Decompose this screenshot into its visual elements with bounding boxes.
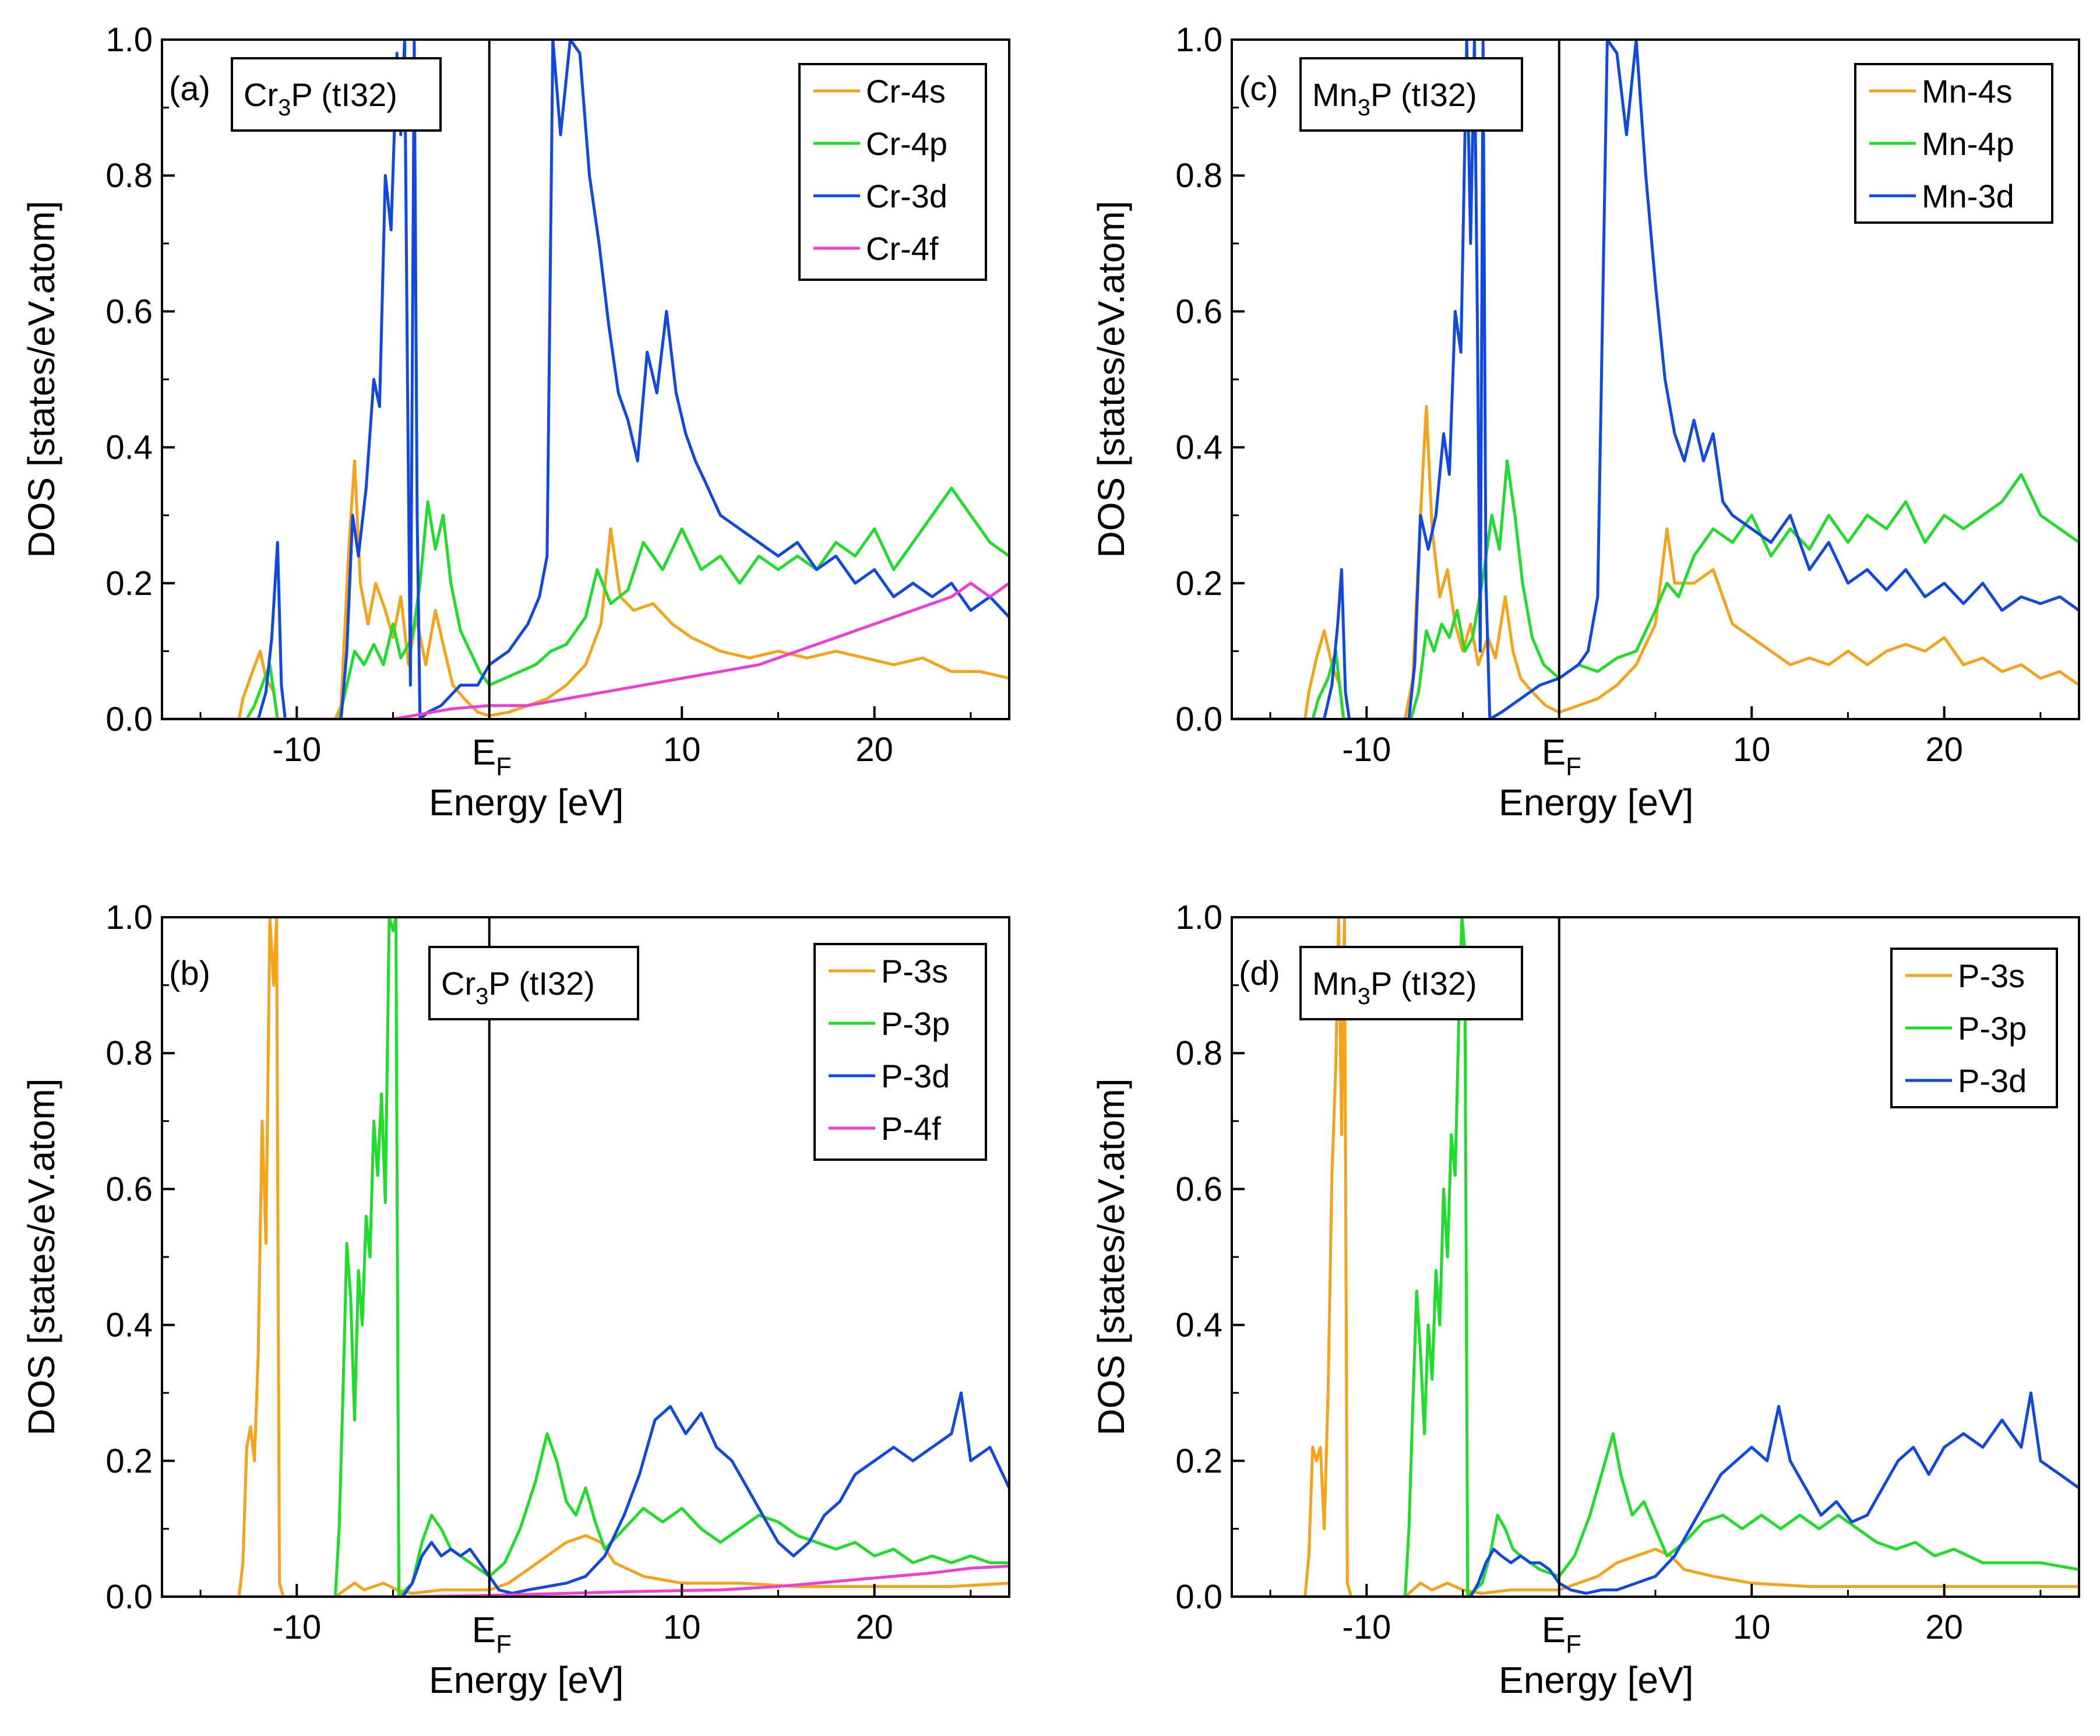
y-tick-label: 0.0 <box>105 700 153 738</box>
y-tick-label: 0.2 <box>105 565 153 603</box>
legend-label: P-3s <box>881 953 948 990</box>
legend-box <box>798 63 987 281</box>
fermi-level-label: EF <box>1542 1610 1581 1658</box>
series-line-mn-4s <box>1232 405 2079 719</box>
y-axis-title: DOS [states/eV.atom] <box>1090 1078 1132 1435</box>
legend-label: Cr-4s <box>866 73 946 110</box>
series-group <box>162 40 1009 719</box>
legend-label: Mn-4p <box>1922 125 2014 162</box>
y-tick-label: 1.0 <box>1175 899 1222 936</box>
series-line-cr-4s <box>162 459 1009 719</box>
x-tick-label: -10 <box>1342 1608 1391 1646</box>
x-tick-label: 20 <box>855 1608 893 1646</box>
compound-label: Cr3P (tI32) <box>441 965 595 1009</box>
legend-label: Cr-3d <box>866 178 947 214</box>
compound-label-box <box>1299 57 1523 132</box>
legend-label: P-3d <box>881 1058 950 1094</box>
compound-label: Mn3P (tI32) <box>1312 965 1477 1009</box>
series-line-p-3s <box>1232 917 2079 1597</box>
legend-box <box>813 943 987 1161</box>
y-axis-title: DOS [states/eV.atom] <box>20 1078 62 1435</box>
series-group <box>1232 917 2079 1597</box>
legend-label: P-3s <box>1958 957 2025 994</box>
x-axis-title: Energy [eV] <box>1499 781 1693 823</box>
y-tick-label: 0.8 <box>1175 157 1222 195</box>
legend-label: Mn-4s <box>1922 73 2013 110</box>
series-line-cr-4p <box>162 487 1009 719</box>
y-tick-label: 0.4 <box>1175 1307 1222 1344</box>
y-axis-title: DOS [states/eV.atom] <box>20 200 62 558</box>
y-tick-label: 0.0 <box>105 1578 153 1616</box>
x-axis-title: Energy [eV] <box>429 781 623 823</box>
legend-label: P-4f <box>881 1110 941 1147</box>
panel-label: (d) <box>1239 955 1280 992</box>
y-tick-label: 0.6 <box>105 1170 153 1208</box>
compound-label-box <box>231 57 442 132</box>
x-tick-label: 20 <box>1925 731 1963 769</box>
y-tick-label: 0.8 <box>105 1034 153 1072</box>
series-line-mn-4p <box>1232 459 2079 719</box>
y-tick-label: 0.8 <box>1175 1034 1222 1072</box>
panel-label: (b) <box>169 955 210 992</box>
x-tick-label: -10 <box>272 1608 321 1646</box>
x-axis-title: Energy [eV] <box>1499 1659 1693 1701</box>
series-line-p-3s <box>162 917 1009 1597</box>
panel-label: (c) <box>1239 70 1278 108</box>
y-tick-label: 0.0 <box>1175 1578 1222 1616</box>
y-tick-label: 0.6 <box>1175 293 1222 330</box>
x-tick-label: 20 <box>1925 1608 1963 1646</box>
series-line-cr-4f <box>162 582 1009 719</box>
compound-label: Cr3P (tI32) <box>244 76 397 121</box>
legend-label: Cr-4p <box>866 125 947 162</box>
legend-label: P-3p <box>1958 1010 2027 1047</box>
x-tick-label: 10 <box>663 731 701 769</box>
y-tick-label: 0.6 <box>1175 1170 1222 1208</box>
x-tick-label: 10 <box>1733 1608 1771 1646</box>
y-tick-label: 1.0 <box>105 21 153 59</box>
x-tick-label: 10 <box>663 1608 701 1646</box>
y-tick-label: 0.2 <box>1175 1442 1222 1480</box>
y-tick-label: 0.4 <box>105 429 153 467</box>
legend-label: Cr-4f <box>866 230 939 267</box>
compound-label: Mn3P (tI32) <box>1312 76 1477 121</box>
x-tick-label: 10 <box>1733 731 1771 769</box>
legend-label: P-3d <box>1958 1062 2027 1099</box>
y-tick-label: 0.6 <box>105 293 153 330</box>
y-axis-title: DOS [states/eV.atom] <box>1090 200 1132 558</box>
series-line-p-3d <box>1232 1391 2079 1597</box>
series-group <box>1232 40 2079 719</box>
fermi-level-label: EF <box>472 733 512 781</box>
x-axis-title: Energy [eV] <box>429 1659 623 1701</box>
panel-label: (a) <box>169 70 210 108</box>
series-line-p-3d <box>162 1391 1009 1597</box>
y-tick-label: 0.2 <box>1175 565 1222 603</box>
compound-label-box <box>428 946 639 1020</box>
fermi-level-label: EF <box>1542 733 1581 781</box>
y-tick-label: 0.0 <box>1175 700 1222 738</box>
y-tick-label: 1.0 <box>105 899 153 936</box>
series-line-mn-3d <box>1232 40 2079 719</box>
legend-label: P-3p <box>881 1005 950 1042</box>
y-tick-label: 0.8 <box>105 157 153 195</box>
y-tick-label: 0.4 <box>1175 429 1222 467</box>
x-tick-label: -10 <box>1342 731 1391 769</box>
x-tick-label: 20 <box>855 731 893 769</box>
y-tick-label: 1.0 <box>1175 21 1222 59</box>
fermi-level-label: EF <box>472 1610 512 1658</box>
series-line-cr-3d <box>162 40 1009 719</box>
compound-label-box <box>1299 946 1523 1020</box>
y-tick-label: 0.2 <box>105 1442 153 1480</box>
y-tick-label: 0.4 <box>105 1307 153 1344</box>
x-tick-label: -10 <box>272 731 321 769</box>
series-line-p-3p <box>162 917 1009 1597</box>
legend-label: Mn-3d <box>1922 178 2014 214</box>
series-line-p-3p <box>1232 917 2079 1597</box>
